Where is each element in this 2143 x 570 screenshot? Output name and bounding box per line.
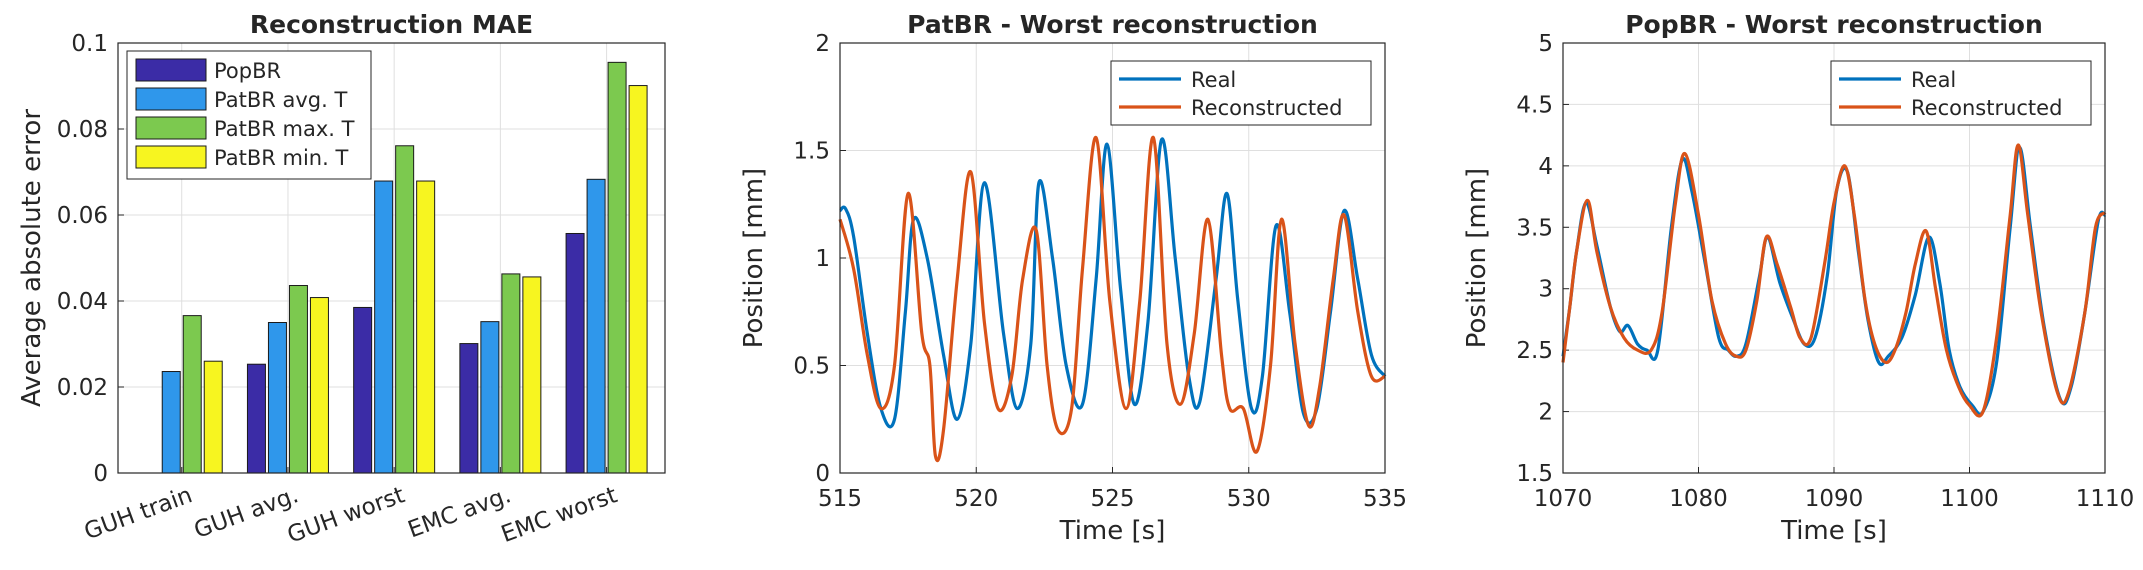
x-tick-label: EMC avg. (405, 482, 515, 543)
x-tick-label: 525 (1091, 486, 1135, 512)
bar (395, 145, 415, 474)
x-tick-label: 520 (954, 486, 998, 512)
y-tick-label: 1.5 (1516, 461, 1553, 487)
y-tick-label: 0.02 (57, 375, 108, 401)
legend-label: Real (1191, 68, 1236, 92)
bar (586, 178, 606, 474)
legend: PopBR PatBR avg. T PatBR max. T PatBR min. … (126, 50, 372, 180)
y-tick-label: 3 (1538, 277, 1553, 303)
x-tick-label: 1090 (1805, 486, 1864, 512)
y-tick-label: 4 (1538, 154, 1553, 180)
x-tick-label: GUH worst (284, 482, 408, 548)
chart-title: Reconstruction MAE (250, 10, 533, 39)
legend-label: Reconstructed (1191, 96, 1342, 120)
y-tick-label: 2 (815, 31, 830, 57)
legend-label: Real (1911, 68, 1956, 92)
x-tick-label: 515 (818, 486, 862, 512)
axes-box (839, 42, 1386, 474)
y-axis-label: Position [mm] (739, 168, 769, 348)
y-tick-label: 0 (93, 461, 108, 487)
legend-label: PatBR max. T (214, 117, 355, 141)
y-axis-label: Average absolute error (17, 109, 47, 407)
y-tick-label: 4.5 (1516, 92, 1553, 118)
y-tick-label: 0.1 (71, 31, 108, 57)
legend-swatch (135, 58, 207, 82)
legend: Real Reconstructed (1110, 60, 1372, 126)
bar (246, 363, 266, 474)
y-tick-label: 0.5 (793, 354, 830, 380)
y-tick-label: 5 (1538, 31, 1553, 57)
x-tick-label: 1070 (1534, 486, 1593, 512)
chart-title: PatBR - Worst reconstruction (907, 10, 1318, 39)
bar (288, 285, 308, 474)
bar (203, 360, 223, 474)
axes-box (1562, 42, 2106, 474)
legend: Real Reconstructed (1830, 60, 2092, 126)
legend-box (1110, 60, 1372, 126)
series-line (838, 135, 1386, 463)
bar (267, 322, 287, 474)
bar (522, 276, 542, 474)
x-axis-label: Time [s] (1059, 516, 1166, 546)
y-tick-label: 1.5 (793, 139, 830, 165)
legend-swatch (135, 87, 207, 111)
y-tick-label: 3.5 (1516, 215, 1553, 241)
bar (182, 315, 202, 474)
legend-swatch (135, 116, 207, 140)
bar (628, 85, 648, 474)
bar (459, 343, 479, 474)
bar (374, 180, 394, 474)
axes-box (117, 42, 666, 474)
bar (607, 61, 627, 474)
legend-label: PatBR min. T (214, 146, 348, 170)
y-tick-label: 0.04 (57, 289, 108, 315)
x-tick-label: 1110 (2076, 486, 2135, 512)
axes-3: 1.5 2 2.5 3 3.5 4 4.5 5 1070 1080 1090 1100 1110 Real… (1462, 10, 2134, 546)
bar (480, 321, 500, 474)
legend-swatch (135, 145, 207, 169)
x-tick-label: EMC worst (498, 482, 621, 548)
bar (353, 306, 373, 474)
x-tick-label: GUH train (81, 482, 196, 545)
y-tick-label: 0.06 (57, 203, 108, 229)
y-tick-label: 1 (815, 246, 830, 272)
series-line (838, 137, 1387, 429)
series-line (1561, 143, 2107, 418)
bar (416, 180, 436, 474)
bar (161, 371, 181, 474)
x-tick-label: 535 (1363, 486, 1407, 512)
chart-title: PopBR - Worst reconstruction (1625, 10, 2043, 39)
axes-2: 0 0.5 1 1.5 2 515 520 525 530 535 Real Reconstructe… (739, 10, 1407, 546)
x-tick-label: 1080 (1669, 486, 1728, 512)
y-tick-label: 0.08 (57, 117, 108, 143)
y-tick-label: 2 (1538, 400, 1553, 426)
x-axis-label: Time [s] (1780, 516, 1887, 546)
bar (309, 297, 329, 474)
bar (565, 232, 585, 474)
x-tick-label: GUH avg. (191, 482, 302, 544)
y-axis-label: Position [mm] (1462, 168, 1492, 348)
legend-box (1830, 60, 2092, 126)
y-tick-label: 2.5 (1516, 338, 1553, 364)
legend-label: PopBR (214, 59, 281, 83)
legend-label: Reconstructed (1911, 96, 2062, 120)
x-tick-label: 530 (1227, 486, 1271, 512)
x-tick-label: 1100 (1940, 486, 1999, 512)
legend-label: PatBR avg. T (214, 88, 347, 112)
y-tick-label: 0 (815, 461, 830, 487)
bar (501, 273, 521, 474)
